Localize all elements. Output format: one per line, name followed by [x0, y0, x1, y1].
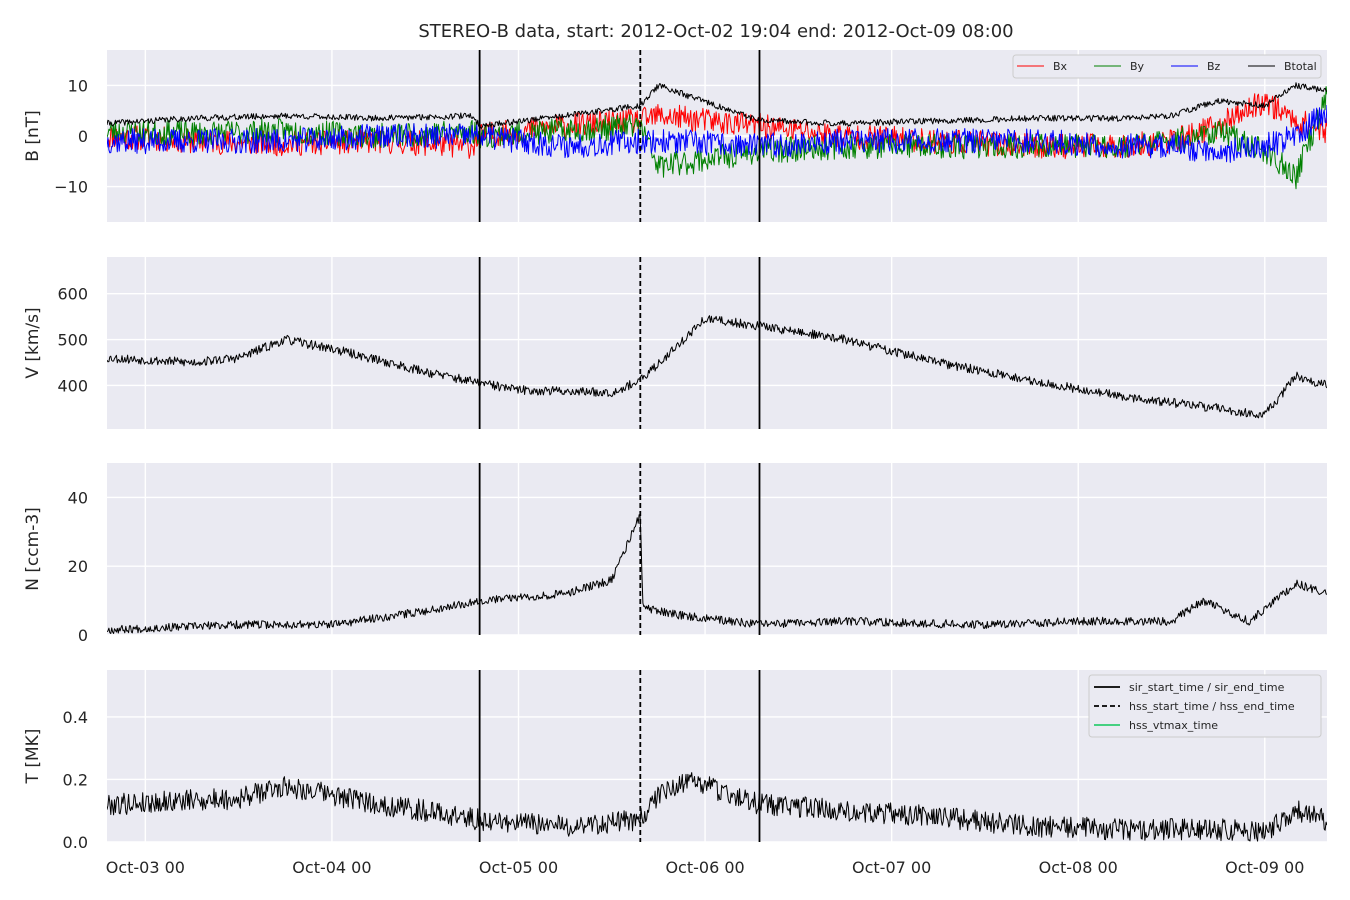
panel-b: −10 0 10 B [nT] [23, 50, 1327, 222]
series-line-t [107, 772, 1327, 842]
legend-label: hss_start_time / hss_end_time [1129, 700, 1295, 713]
x-tick-label: Oct-04 00 [292, 858, 371, 877]
series-group [107, 82, 1327, 190]
series-group [107, 772, 1327, 842]
y-tick-label: 0.4 [63, 708, 88, 727]
chart-title: STEREO-B data, start: 2012-Oct-02 19:04 … [418, 21, 1013, 42]
y-axis-label: V [km/s] [23, 307, 43, 378]
y-tick-label: −10 [54, 178, 88, 197]
x-tick-label: Oct-03 00 [106, 858, 185, 877]
y-tick-label: 600 [57, 285, 88, 304]
legend-label: sir_start_time / sir_end_time [1129, 681, 1285, 694]
x-tick-label: Oct-09 00 [1225, 858, 1304, 877]
legend-box [1012, 54, 1322, 79]
y-tick-label: 40 [68, 488, 88, 507]
y-axis-label: B [nT] [23, 110, 43, 162]
legend-label: Bz [1207, 60, 1221, 73]
y-tick-label: 0.2 [63, 770, 88, 789]
series-line-by [107, 86, 1327, 190]
plot-area [107, 463, 1327, 635]
plot-area [107, 257, 1327, 429]
y-tick-label: 20 [68, 557, 88, 576]
series-group [107, 514, 1327, 634]
legend-t: sir_start_time / sir_end_time hss_start_t… [1088, 674, 1322, 738]
y-tick-label: 0 [78, 626, 88, 645]
legend-b: Bx By Bz Btotal [1012, 54, 1322, 79]
panel-v: 400 500 600 V [km/s] [23, 257, 1327, 429]
y-tick-label: 0.0 [63, 833, 88, 852]
y-tick-label: 400 [57, 376, 88, 395]
series-group [107, 315, 1327, 419]
y-tick-label: 0 [78, 127, 88, 146]
series-line-n [107, 514, 1327, 634]
legend-label: By [1130, 60, 1145, 73]
series-line-v [107, 315, 1327, 419]
series-line-btotal [107, 82, 1327, 129]
panel-n: 0 20 40 N [ccm-3] [23, 463, 1327, 645]
legend-box [1088, 674, 1322, 738]
y-tick-label: 10 [68, 76, 88, 95]
y-tick-label: 500 [57, 331, 88, 350]
y-axis-label: T [MK] [23, 729, 43, 785]
y-axis-label: N [ccm-3] [23, 507, 43, 591]
x-tick-label: Oct-06 00 [665, 858, 744, 877]
legend-label: Btotal [1284, 60, 1317, 73]
series-line-bz [107, 104, 1327, 163]
legend-label: Bx [1053, 60, 1068, 73]
legend-label: hss_vtmax_time [1129, 719, 1218, 732]
x-tick-label: Oct-05 00 [479, 858, 558, 877]
x-tick-label: Oct-08 00 [1039, 858, 1118, 877]
x-tick-label: Oct-07 00 [852, 858, 931, 877]
